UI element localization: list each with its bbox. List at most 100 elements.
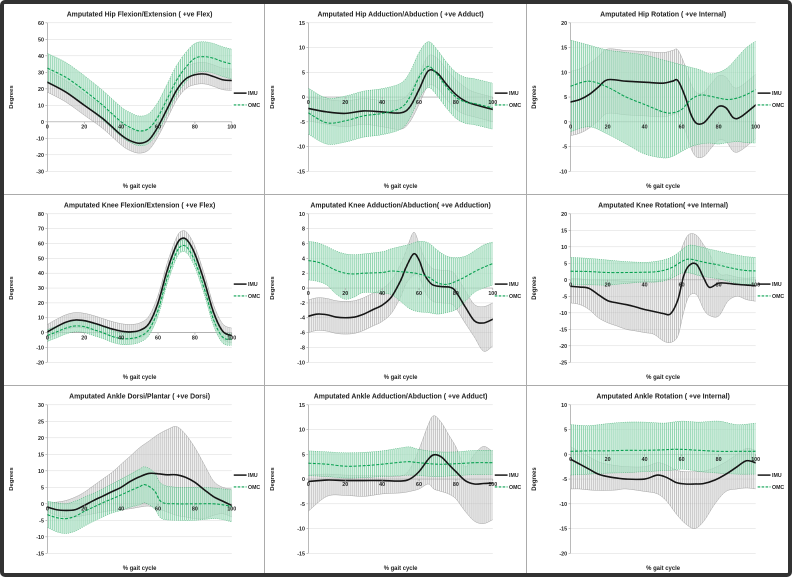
y-tick-label: 10 — [38, 316, 44, 322]
legend-omc-label: OMC — [509, 103, 521, 109]
y-tick-label: 10 — [299, 212, 305, 218]
x-tick-label: 40 — [118, 507, 124, 513]
series-lines — [570, 448, 756, 486]
x-tick-label: 20 — [81, 125, 87, 131]
x-axis-title: % gait cycle — [123, 566, 157, 572]
chart-title: Amputated Knee Flexion/Extension ( +ve F… — [64, 202, 215, 209]
x-tick-label: 80 — [192, 125, 198, 131]
y-tick-label: 20 — [38, 301, 44, 307]
legend-imu-label: IMU — [772, 282, 782, 288]
series-lines — [570, 258, 756, 316]
chart-amputated-ankle-dorsi-plantar: -15 -10 -5 0 5 10 15 20 25 30 0 20 40 60 80 100 Amputate… — [4, 386, 266, 573]
y-tick-label: -15 — [36, 551, 44, 557]
series-lines — [308, 454, 494, 486]
y-axis-title: Degrees — [532, 467, 538, 491]
legend: IMU OMC — [757, 91, 784, 109]
x-tick-label: 40 — [118, 336, 124, 342]
chart-canvas: -15 -10 -5 0 5 10 15 0 20 40 60 80 100 Amputated Hip … — [270, 11, 522, 190]
x-tick-label: 20 — [604, 283, 610, 289]
legend-imu-label: IMU — [248, 473, 258, 479]
legend-omc-label: OMC — [248, 103, 260, 109]
imu-band-lower-edge — [308, 483, 494, 525]
error-bands — [47, 41, 232, 154]
legend-imu-label: IMU — [509, 282, 519, 288]
chart-canvas: -10 -5 0 5 10 15 20 0 20 40 60 80 100 Amputated Hip R… — [532, 11, 785, 190]
x-tick-label: 40 — [641, 457, 647, 463]
y-tick-label: 10 — [38, 103, 44, 109]
legend: IMU OMC — [757, 282, 784, 300]
chart-title: Amputated Knee Rotation( +ve Internal) — [598, 202, 728, 209]
series-lines — [47, 56, 232, 145]
y-tick-label: 10 — [299, 46, 305, 52]
omc-band-lower-edge — [308, 474, 494, 479]
y-tick-label: -10 — [298, 145, 306, 151]
x-tick-label: 40 — [118, 125, 124, 131]
y-axis-title: Degrees — [9, 276, 15, 300]
chart-amputated-hip-adduction-abduction: -15 -10 -5 0 5 10 15 0 20 40 60 80 100 Amputated Hip … — [265, 4, 527, 196]
omc-band — [308, 241, 494, 315]
x-tick-label: 40 — [641, 125, 647, 131]
y-tick-label: 5 — [564, 428, 567, 434]
y-tick-label: -10 — [559, 502, 567, 508]
chart-amputated-hip-flexion-extension: -30 -20 -10 0 10 20 30 40 50 60 0 20 40 60 80 100 Amputa… — [4, 4, 266, 196]
imu-line — [570, 262, 756, 316]
x-axis-title: % gait cycle — [384, 375, 418, 381]
y-tick-label: 6 — [302, 242, 305, 248]
y-tick-label: 15 — [38, 452, 44, 458]
x-tick-label: 80 — [715, 125, 721, 131]
chart-amputated-knee-adduction-abduction: -10 -8 -6 -4 -2 0 2 4 6 8 10 0 20 40 60 80 100 Amputated … — [265, 195, 527, 387]
omc-band-upper-edge — [47, 466, 232, 505]
x-tick-label: 60 — [155, 336, 161, 342]
omc-band — [570, 40, 756, 159]
x-tick-label: 60 — [155, 507, 161, 513]
y-tick-label: 25 — [38, 419, 44, 425]
x-tick-label: 100 — [751, 283, 760, 289]
y-tick-label: -25 — [559, 360, 567, 366]
omc-band-lower-edge — [570, 126, 756, 159]
x-tick-label: 60 — [678, 125, 684, 131]
x-tick-label: 100 — [751, 125, 760, 131]
y-tick-label: 5 — [302, 70, 305, 76]
imu-line — [308, 68, 494, 115]
x-axis-title: % gait cycle — [646, 375, 681, 381]
x-tick-label: 40 — [641, 283, 647, 289]
imu-band-lower-edge — [570, 293, 756, 344]
omc-line — [308, 461, 494, 467]
chart-canvas: -15 -10 -5 0 5 10 15 0 20 40 60 80 100 Amputated Ankl… — [270, 393, 522, 572]
y-axis-title: Degrees — [532, 276, 538, 300]
x-tick-label: 60 — [678, 457, 684, 463]
y-tick-label: -20 — [559, 551, 567, 557]
y-tick-label: 20 — [561, 21, 567, 27]
x-tick-label: 20 — [343, 291, 349, 297]
x-axis-title: % gait cycle — [123, 184, 157, 190]
y-tick-label: -10 — [298, 527, 306, 533]
legend-imu-label: IMU — [509, 91, 519, 97]
chart-title: Amputated Ankle Rotation ( +ve Internal) — [596, 393, 729, 400]
error-bands — [570, 39, 756, 159]
omc-band-upper-edge — [570, 420, 756, 426]
y-tick-label: 60 — [38, 21, 44, 27]
imu-band-upper-edge — [47, 426, 232, 504]
y-axis-title: Degrees — [270, 467, 276, 491]
y-tick-label: 20 — [38, 436, 44, 442]
omc-line — [47, 244, 232, 340]
y-tick-label: 2 — [302, 271, 305, 277]
omc-line — [47, 56, 232, 132]
y-tick-label: -30 — [36, 169, 44, 175]
imu-band-lower-edge — [47, 83, 232, 154]
x-tick-label: 0 — [307, 291, 310, 297]
y-tick-label: -4 — [301, 316, 306, 322]
imu-line — [570, 78, 756, 125]
error-bands — [47, 426, 232, 534]
legend: IMU OMC — [233, 282, 260, 300]
x-tick-label: 0 — [46, 507, 49, 513]
legend-imu-label: IMU — [509, 473, 519, 479]
legend: IMU OMC — [233, 473, 260, 491]
y-tick-label: 10 — [38, 469, 44, 475]
error-bands — [308, 41, 494, 145]
y-tick-label: 10 — [299, 428, 305, 434]
x-tick-label: 80 — [715, 457, 721, 463]
